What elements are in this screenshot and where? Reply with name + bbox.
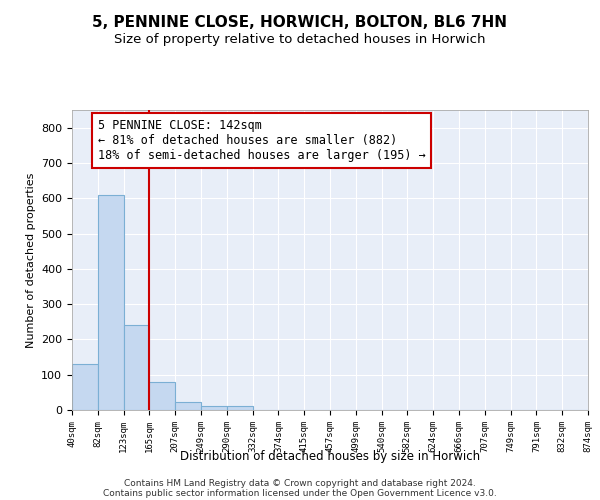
Bar (201, 406, 227, 410)
Text: 5, PENNINE CLOSE, HORWICH, BOLTON, BL6 7HN: 5, PENNINE CLOSE, HORWICH, BOLTON, BL6 7… (92, 15, 508, 30)
Y-axis label: Number of detached properties: Number of detached properties (26, 172, 35, 348)
Bar (72, 364, 98, 410)
Bar (124, 326, 149, 410)
Text: Size of property relative to detached houses in Horwich: Size of property relative to detached ho… (114, 32, 486, 46)
Text: Distribution of detached houses by size in Horwich: Distribution of detached houses by size … (180, 450, 480, 463)
Text: Contains public sector information licensed under the Open Government Licence v3: Contains public sector information licen… (103, 488, 497, 498)
Text: 5 PENNINE CLOSE: 142sqm
← 81% of detached houses are smaller (882)
18% of semi-d: 5 PENNINE CLOSE: 142sqm ← 81% of detache… (98, 119, 425, 162)
Bar (227, 406, 253, 410)
Bar (98, 194, 124, 410)
Bar (149, 382, 175, 410)
Text: Contains HM Land Registry data © Crown copyright and database right 2024.: Contains HM Land Registry data © Crown c… (124, 478, 476, 488)
Bar (175, 402, 201, 410)
